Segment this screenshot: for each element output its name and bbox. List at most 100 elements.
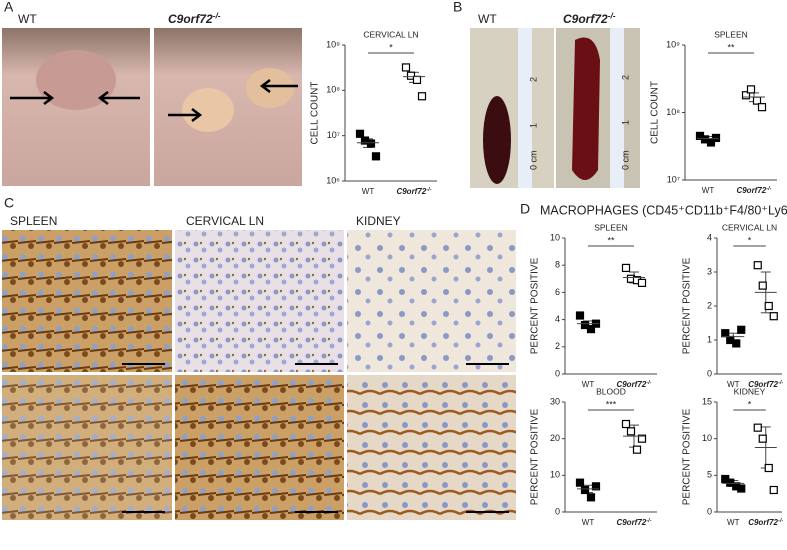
y-tick-label: 30 <box>550 396 560 406</box>
photo-label: C9orf72-/- <box>563 11 616 26</box>
x-tick-label: C9orf72-/- <box>736 186 771 195</box>
ruler-label: 1 <box>528 123 538 128</box>
y-tick-label: 10⁸ <box>326 85 340 95</box>
y-tick-label: 10 <box>550 470 560 480</box>
column-label: CERVICAL LN <box>186 214 264 228</box>
ruler-label: 1 <box>620 120 630 125</box>
significance: * <box>748 235 752 245</box>
chart-title: CERVICAL LN <box>363 29 418 39</box>
photo-label: WT <box>18 12 37 26</box>
y-tick-label: 10⁹ <box>326 39 340 49</box>
x-tick-label: WT <box>727 518 740 527</box>
point <box>741 91 751 100</box>
ruler-label: 2 <box>620 75 630 80</box>
point <box>721 329 730 338</box>
photo <box>470 28 554 188</box>
y-tick-label: 1 <box>707 334 712 344</box>
y-tick-label: 5 <box>707 470 712 480</box>
point <box>764 301 773 311</box>
micrograph <box>347 375 516 520</box>
y-tick-label: 6 <box>555 287 560 297</box>
y-tick-label: 10 <box>550 232 560 242</box>
x-tick-label: WT <box>582 380 595 389</box>
ruler-label: 0 cm <box>528 150 538 170</box>
point <box>637 434 647 443</box>
y-tick-label: 4 <box>707 232 712 242</box>
panel-label: C <box>4 195 14 211</box>
y-tick-label: 2 <box>555 341 560 351</box>
photo-detail <box>36 50 116 110</box>
point <box>586 325 596 334</box>
spleen <box>483 96 511 184</box>
micrograph <box>2 375 172 520</box>
x-tick-label: WT <box>582 518 595 527</box>
point <box>412 75 422 84</box>
point <box>401 63 411 72</box>
point <box>591 482 601 491</box>
chart-title: KIDNEY <box>734 386 766 396</box>
point <box>406 71 416 80</box>
photo-detail <box>246 68 294 108</box>
column-label: SPLEEN <box>10 214 57 228</box>
point <box>757 103 767 112</box>
point <box>737 484 746 493</box>
point <box>746 85 756 94</box>
micrograph <box>175 230 344 372</box>
point <box>753 423 762 432</box>
point <box>371 152 381 161</box>
point <box>366 139 376 148</box>
point <box>769 485 778 495</box>
ruler-labels: 0 cm 1 2 0 cm 1 2 <box>528 75 630 170</box>
point <box>769 312 778 321</box>
y-tick-label: 20 <box>550 433 560 443</box>
ruler <box>518 28 532 188</box>
point <box>586 493 596 502</box>
point <box>626 427 636 436</box>
y-tick-label: 4 <box>555 314 560 324</box>
point <box>575 311 585 320</box>
micrograph <box>175 375 344 520</box>
ruler-label: 0 cm <box>620 150 630 170</box>
y-tick-label: 0 <box>707 506 712 516</box>
y-axis-label: PERCENT POSITIVE <box>530 257 541 354</box>
y-axis-label: PERCENT POSITIVE <box>530 408 541 505</box>
x-tick-label: WT <box>702 186 715 195</box>
chart-title: BLOOD <box>596 386 626 396</box>
point <box>737 325 746 334</box>
significance: * <box>389 42 393 52</box>
arrow <box>10 91 140 105</box>
photo-label: C9orf72-/- <box>168 11 221 26</box>
column-label: KIDNEY <box>356 214 401 228</box>
scale-bars <box>122 363 509 513</box>
photo-label: WT <box>478 12 497 26</box>
chart-title: SPLEEN <box>714 29 748 39</box>
point <box>758 281 767 290</box>
y-axis-label: PERCENT POSITIVE <box>682 408 693 505</box>
y-tick-label: 15 <box>702 396 712 406</box>
micrograph <box>2 230 172 372</box>
point <box>637 278 647 287</box>
ruler-label: 2 <box>528 77 538 82</box>
y-tick-label: 0 <box>555 368 560 378</box>
photo-detail <box>182 88 234 132</box>
y-tick-label: 3 <box>707 266 712 276</box>
point <box>711 133 721 143</box>
point <box>621 419 631 429</box>
point <box>632 445 642 454</box>
y-axis-label: PERCENT POSITIVE <box>682 257 693 354</box>
ruler <box>610 28 624 188</box>
x-tick-label: C9orf72-/- <box>396 187 431 196</box>
x-tick-label: C9orf72-/- <box>748 518 783 527</box>
panel-label: A <box>4 0 14 15</box>
y-axis-label: CELL COUNT <box>310 82 321 145</box>
y-tick-label: 0 <box>707 368 712 378</box>
significance: ** <box>607 235 615 245</box>
y-tick-label: 0 <box>555 506 560 516</box>
significance: * <box>748 399 752 409</box>
x-tick-label: WT <box>727 380 740 389</box>
point <box>764 463 773 473</box>
micrograph <box>347 230 516 372</box>
x-tick-label: C9orf72-/- <box>748 380 783 389</box>
y-tick-label: 10⁷ <box>667 174 680 184</box>
point <box>575 478 585 487</box>
